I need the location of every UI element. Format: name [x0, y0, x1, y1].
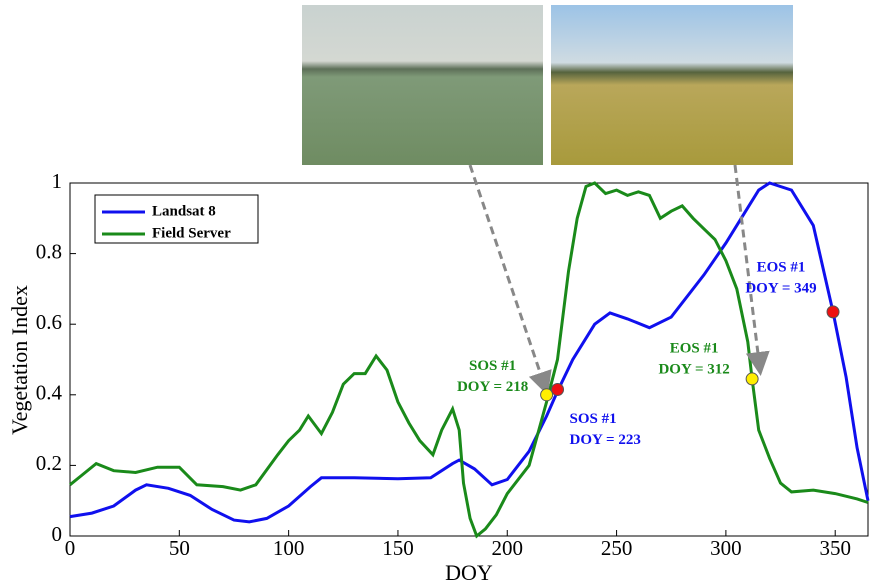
y-tick-label: 0.8	[36, 239, 62, 263]
legend-label: Field Server	[152, 225, 231, 241]
photo-transplanting	[302, 5, 543, 165]
chart: DOY Vegetation Index 0 50 100 150 200 250 300 3…	[0, 0, 870, 587]
annotation: SOS #1	[469, 358, 516, 374]
event-marker	[746, 373, 758, 385]
event-marker	[827, 306, 839, 318]
x-tick-label: 100	[273, 536, 305, 560]
annotation: EOS #1	[757, 259, 806, 275]
annotation: DOY = 349	[745, 280, 816, 296]
x-tick-label: 250	[601, 536, 633, 560]
y-axis-label: Vegetation Index	[7, 285, 32, 435]
photo-harvest	[551, 5, 793, 165]
y-tick-label: 0	[52, 522, 63, 546]
y-tick-label: 0.2	[36, 451, 62, 475]
x-tick-label: 200	[492, 536, 524, 560]
x-axis-label: DOY	[445, 560, 493, 585]
annotation: DOY = 223	[570, 432, 641, 448]
y-tick-label: 1	[52, 169, 63, 193]
arrow	[470, 165, 546, 390]
x-tick-label: 300	[710, 536, 742, 560]
x-tick-label: 350	[819, 536, 851, 560]
annotation: DOY = 218	[457, 379, 528, 395]
x-tick-label: 50	[169, 536, 190, 560]
x-tick-label: 0	[65, 536, 76, 560]
annotation: SOS #1	[570, 411, 617, 427]
y-tick-label: 0.6	[36, 310, 62, 334]
legend-label: Landsat 8	[152, 203, 216, 219]
x-tick-label: 150	[382, 536, 414, 560]
annotation: DOY = 312	[658, 361, 729, 377]
y-tick-label: 0.4	[36, 381, 63, 405]
page: {"chart_data": {"type": "line", "xlabel"…	[0, 0, 870, 587]
annotation: EOS #1	[670, 340, 719, 356]
event-marker	[541, 389, 553, 401]
event-marker	[552, 384, 564, 396]
